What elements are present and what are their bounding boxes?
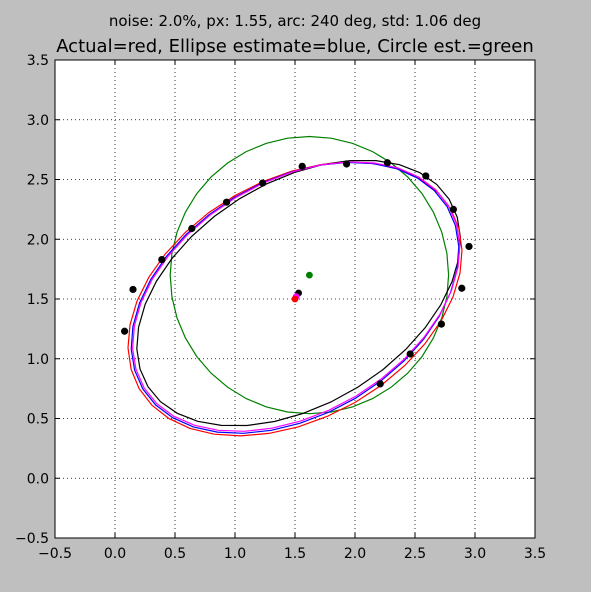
data-point — [383, 159, 391, 167]
y-tick-label: 3.0 — [27, 113, 49, 129]
data-point — [121, 327, 129, 335]
fit-centers — [291, 271, 313, 303]
data-point — [129, 285, 137, 294]
data-point — [259, 179, 267, 187]
data-point — [422, 172, 430, 180]
data-point — [223, 198, 231, 206]
magenta-fit-curve — [131, 161, 461, 432]
data-point — [343, 160, 351, 168]
y-tick-label: 3.5 — [27, 53, 49, 69]
x-tick-label: 0.5 — [164, 546, 186, 562]
x-tick-label: 0.0 — [104, 546, 126, 562]
data-point — [406, 350, 414, 358]
data-point — [465, 242, 473, 251]
y-tick-label: 0.5 — [27, 412, 49, 428]
x-tick-label: −0.5 — [38, 546, 72, 562]
data-point — [437, 320, 445, 328]
data-point — [158, 255, 166, 264]
axis-ticks: −0.5 0.0 0.5 1.0 1.5 2.0 2.5 3.0 3.5 −0.5 0.0 0.5 1.… — [15, 53, 546, 562]
data-point — [376, 380, 384, 388]
x-tick-label: 3.5 — [524, 546, 546, 562]
x-tick-label: 2.5 — [404, 546, 426, 562]
circle-estimate-curve — [169, 135, 450, 415]
circle-center — [306, 271, 313, 279]
grid — [55, 60, 535, 538]
x-tick-label: 1.5 — [284, 546, 306, 562]
y-tick-label: −0.5 — [15, 531, 49, 547]
data-point — [298, 162, 306, 170]
x-tick-label: 1.0 — [224, 546, 246, 562]
x-tick-label: 2.0 — [344, 546, 366, 562]
y-tick-label: 2.5 — [27, 173, 49, 189]
red-center — [291, 295, 299, 303]
data-point — [458, 284, 466, 292]
chart-subtitle: noise: 2.0%, px: 1.55, arc: 240 deg, std… — [109, 12, 481, 30]
y-tick-label: 1.5 — [27, 292, 49, 308]
x-tick-label: 3.0 — [464, 546, 486, 562]
fit-curves — [127, 135, 463, 437]
chart-title: Actual=red, Ellipse estimate=blue, Circl… — [56, 36, 534, 57]
sample-points — [121, 159, 473, 388]
data-point — [188, 224, 196, 233]
y-tick-label: 2.0 — [27, 232, 49, 248]
y-tick-label: 1.0 — [27, 352, 49, 368]
y-tick-label: 0.0 — [27, 471, 49, 487]
data-point — [449, 205, 457, 213]
